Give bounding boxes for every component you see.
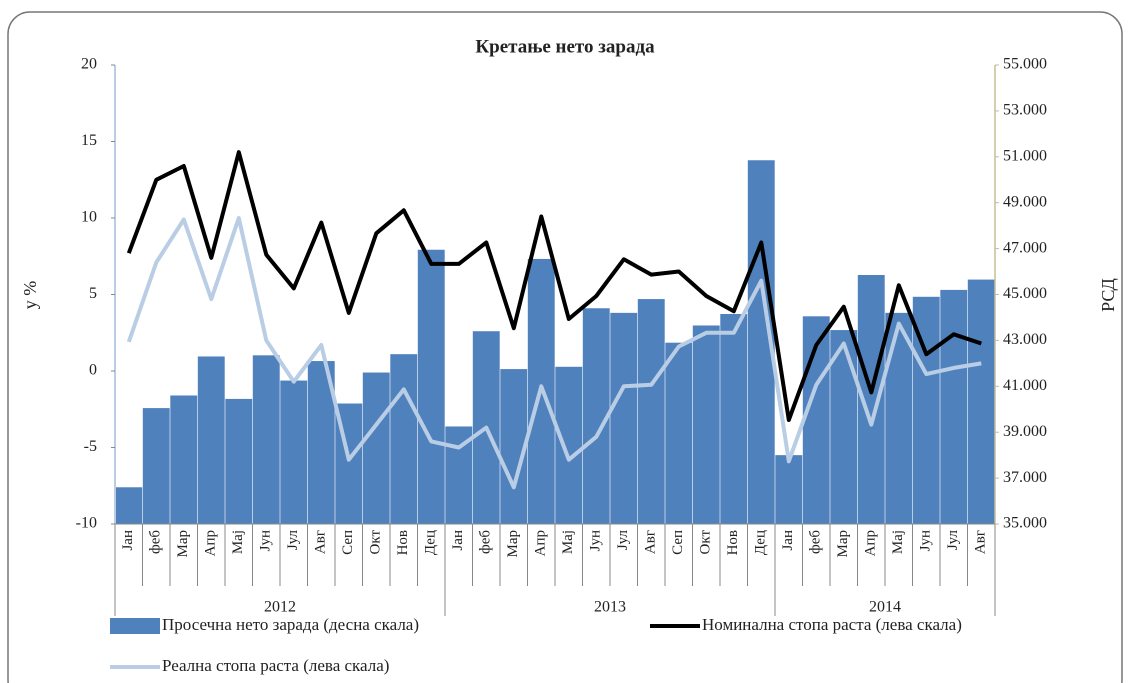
bar — [830, 330, 858, 524]
x-tick-label: Мар — [505, 530, 521, 558]
bar — [170, 395, 198, 524]
bar — [610, 312, 638, 524]
chart-title: Кретање нето зарада — [475, 36, 655, 57]
x-tick-label: Апр — [203, 530, 219, 556]
x-tick-label: феб — [478, 530, 494, 554]
x-tick-label: Мај — [230, 530, 246, 554]
line-series — [126, 150, 982, 422]
bar — [417, 249, 445, 524]
x-tick-label: Јул — [945, 529, 961, 550]
bar — [252, 355, 280, 524]
x-tick-label: Мар — [175, 530, 191, 558]
y2-tick-label: 39.000 — [1003, 423, 1047, 440]
bar — [390, 354, 418, 524]
bar — [362, 372, 390, 524]
legend-label: Номинална стопа раста (лева скала) — [702, 615, 962, 634]
x-tick-label: Јан — [120, 530, 136, 551]
x-tick-label: Окт — [368, 530, 384, 555]
bar — [142, 408, 170, 524]
bar — [555, 366, 583, 524]
x-tick-label: Авг — [643, 530, 659, 554]
x-tick-label: Мај — [560, 530, 576, 554]
bar — [582, 308, 610, 524]
bar — [885, 312, 913, 524]
bar — [280, 380, 308, 524]
x-tick-label: Сеп — [340, 530, 356, 555]
x-tick-label: Јан — [450, 530, 466, 551]
year-label: 2013 — [594, 599, 626, 616]
year-label: 2014 — [869, 599, 901, 616]
y-tick-label: 10 — [81, 209, 97, 226]
y-tick-label: 20 — [81, 56, 97, 73]
x-tick-label: Јул — [615, 529, 631, 550]
y-tick-label: 15 — [81, 132, 97, 149]
y2-tick-label: 55.000 — [1003, 56, 1047, 73]
bar — [775, 455, 803, 524]
x-tick-label: Јун — [918, 530, 934, 551]
y-tick-label: 0 — [89, 362, 97, 379]
y-tick-label: -5 — [84, 438, 97, 455]
x-tick-label: Мар — [835, 530, 851, 558]
y2-tick-label: 45.000 — [1003, 285, 1047, 302]
x-tick-label: Мај — [890, 530, 906, 554]
year-label: 2012 — [264, 599, 296, 616]
x-tick-label: Јан — [780, 530, 796, 551]
bar — [720, 314, 748, 524]
x-tick-label: Апр — [863, 530, 879, 556]
x-tick-label: Нов — [395, 530, 411, 555]
bar — [692, 325, 720, 524]
y2-tick-label: 41.000 — [1003, 377, 1047, 394]
y-tick-label: 5 — [89, 285, 97, 302]
x-tick-label: Окт — [698, 530, 714, 555]
x-tick-label: Сеп — [670, 530, 686, 555]
x-tick-label: Дец — [423, 530, 439, 555]
y2-tick-label: 53.000 — [1003, 102, 1047, 119]
y2-tick-label: 43.000 — [1003, 331, 1047, 348]
y-axis-label: у % — [20, 281, 40, 310]
x-tick-label: Дец — [753, 530, 769, 555]
legend-swatch — [110, 618, 160, 634]
y2-tick-label: 47.000 — [1003, 239, 1047, 256]
y2-tick-label: 49.000 — [1003, 193, 1047, 210]
x-tick-label: Апр — [533, 530, 549, 556]
x-tick-label: Авг — [973, 530, 989, 554]
bar — [665, 342, 693, 524]
x-tick-label: Нов — [725, 530, 741, 555]
x-tick-label: Јул — [285, 529, 301, 550]
bar — [197, 356, 225, 524]
y2-axis-label: РСД — [1098, 278, 1118, 312]
line-series — [126, 216, 982, 490]
bar — [225, 398, 253, 524]
y2-tick-label: 35.000 — [1003, 515, 1047, 532]
x-tick-label: Јун — [258, 530, 274, 551]
bar — [637, 299, 665, 524]
legend-label: Просечна нето зарада (десна скала) — [162, 615, 419, 634]
y2-tick-label: 51.000 — [1003, 147, 1047, 164]
bar — [500, 369, 528, 524]
x-tick-label: феб — [148, 530, 164, 554]
y-tick-label: -10 — [76, 515, 97, 532]
bar — [940, 289, 968, 524]
y2-tick-label: 37.000 — [1003, 469, 1047, 486]
x-tick-label: Јун — [588, 530, 604, 551]
x-tick-label: Авг — [313, 530, 329, 554]
x-tick-label: феб — [808, 530, 824, 554]
bar — [115, 487, 143, 524]
bar — [967, 279, 995, 524]
legend-label: Реална стопа раста (лева скала) — [162, 656, 389, 675]
